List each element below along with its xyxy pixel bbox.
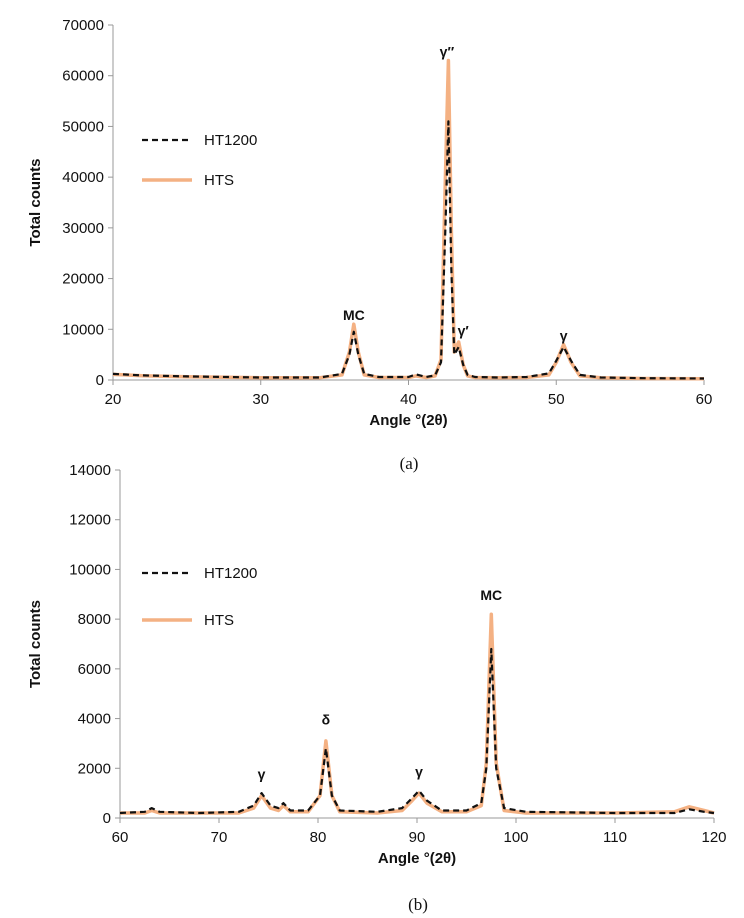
peak-label: γ (258, 766, 266, 782)
x-tick-label: 40 (400, 391, 417, 408)
y-tick-label: 12000 (69, 512, 111, 529)
y-tick-label: 30000 (62, 220, 104, 237)
x-tick-label: 100 (503, 829, 528, 846)
legend-label-hts: HTS (204, 612, 234, 629)
x-tick-label: 60 (696, 391, 713, 408)
y-tick-label: 4000 (78, 711, 111, 728)
panel-caption: (a) (400, 454, 419, 473)
peak-label: γ (560, 328, 568, 344)
x-tick-label: 90 (409, 829, 426, 846)
y-tick-label: 50000 (62, 118, 104, 135)
peak-label: γ″ (440, 44, 455, 60)
y-tick-label: 0 (96, 372, 104, 389)
x-tick-label: 120 (701, 829, 726, 846)
x-tick-label: 110 (603, 829, 627, 846)
y-axis-title: Total counts (27, 158, 44, 246)
x-axis-title: Angle °(2θ) (369, 412, 447, 429)
legend-label-hts: HTS (204, 172, 234, 189)
x-tick-label: 80 (310, 829, 327, 846)
peak-label: δ (322, 712, 331, 728)
y-tick-label: 10000 (69, 561, 111, 578)
x-tick-label: 30 (252, 391, 269, 408)
legend-label-ht1200: HT1200 (204, 565, 257, 582)
legend-label-ht1200: HT1200 (204, 132, 257, 149)
series-line-hts (112, 58, 705, 381)
series-line-ht1200 (119, 647, 715, 815)
peak-label: γ′ (458, 322, 470, 338)
y-tick-label: 10000 (62, 321, 104, 338)
x-tick-label: 20 (105, 391, 122, 408)
peak-label: MC (343, 307, 365, 323)
y-tick-label: 6000 (78, 661, 111, 678)
y-tick-label: 8000 (78, 611, 111, 628)
y-tick-label: 60000 (62, 68, 104, 85)
series-line-ht1200 (112, 120, 705, 380)
chart-panel-b: 0 2000 4000 6000 8000 10000 12000 14000 60 70 80 90… (27, 462, 727, 914)
panel-caption: (b) (408, 895, 428, 914)
y-tick-label: 20000 (62, 271, 104, 288)
y-tick-label: 14000 (69, 462, 111, 479)
y-tick-label: 0 (103, 810, 111, 827)
x-axis-title: Angle °(2θ) (378, 850, 456, 867)
y-tick-label: 70000 (62, 17, 104, 34)
x-tick-label: 60 (112, 829, 129, 846)
y-tick-label: 2000 (78, 760, 111, 777)
chart-panel-a: 0 10000 20000 30000 40000 50000 60000 70000 20 30… (27, 17, 712, 473)
peak-label: MC (480, 587, 502, 603)
x-tick-label: 50 (548, 391, 565, 408)
peak-label: γ (415, 764, 423, 780)
y-tick-label: 40000 (62, 169, 104, 186)
series-line-hts (120, 612, 715, 815)
y-axis-title: Total counts (27, 600, 44, 688)
x-tick-label: 70 (211, 829, 228, 846)
